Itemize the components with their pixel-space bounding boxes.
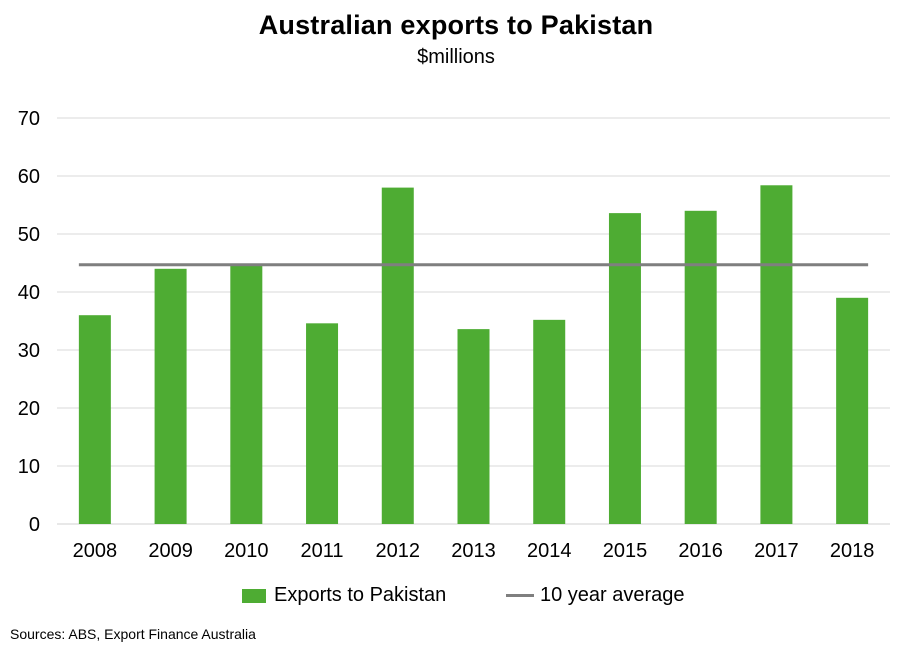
y-tick-label: 40 — [18, 282, 40, 304]
bar — [306, 323, 339, 524]
legend-item-exports: Exports to Pakistan — [242, 584, 446, 607]
bar — [230, 264, 263, 524]
y-tick-label: 10 — [18, 456, 40, 478]
legend-label-average: 10 year average — [540, 584, 685, 606]
x-tick-label: 2008 — [73, 540, 118, 562]
bar — [760, 185, 793, 524]
bar — [154, 268, 187, 524]
x-tick-label: 2018 — [830, 540, 875, 562]
legend-swatch-line — [506, 594, 534, 597]
y-tick-label: 70 — [18, 108, 40, 130]
y-tick-label: 0 — [29, 514, 40, 536]
y-tick-label: 20 — [18, 398, 40, 420]
x-tick-label: 2013 — [451, 540, 496, 562]
y-tick-label: 50 — [18, 224, 40, 246]
bar-series — [78, 185, 869, 525]
legend: Exports to Pakistan 10 year average — [0, 584, 912, 610]
chart-plot: 0 10 20 30 40 50 60 70 2008 2009 2010 2011 2012 2013… — [18, 108, 890, 562]
bar — [684, 210, 717, 525]
legend-item-average: 10 year average — [506, 584, 685, 607]
x-tick-label: 2015 — [603, 540, 648, 562]
x-tick-labels: 2008 2009 2010 2011 2012 2013 2014 2015 2016 2017… — [73, 540, 875, 562]
x-tick-label: 2017 — [754, 540, 799, 562]
bar — [457, 329, 490, 524]
bar — [836, 297, 869, 524]
legend-swatch-bar — [242, 588, 266, 603]
bar — [608, 213, 641, 524]
y-tick-label: 30 — [18, 340, 40, 362]
bar — [78, 315, 111, 524]
x-tick-label: 2014 — [527, 540, 572, 562]
x-tick-label: 2009 — [148, 540, 193, 562]
source-note: Sources: ABS, Export Finance Australia — [10, 626, 256, 642]
chart-subtitle: $millions — [417, 46, 495, 68]
x-tick-label: 2011 — [301, 540, 344, 562]
y-tick-labels: 0 10 20 30 40 50 60 70 — [18, 108, 40, 536]
y-tick-label: 60 — [18, 166, 40, 188]
bar — [381, 187, 414, 524]
x-tick-label: 2016 — [678, 540, 723, 562]
x-tick-label: 2010 — [224, 540, 269, 562]
chart-title: Australian exports to Pakistan — [258, 10, 654, 40]
x-tick-label: 2012 — [376, 540, 421, 562]
bar — [533, 319, 566, 524]
legend-label-exports: Exports to Pakistan — [274, 584, 447, 606]
